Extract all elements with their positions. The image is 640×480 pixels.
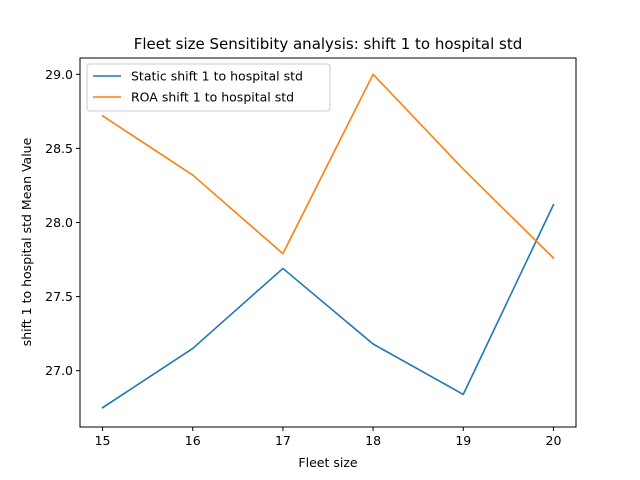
x-tick-label: 17 (275, 433, 291, 448)
x-tick-label: 19 (455, 433, 471, 448)
y-tick-label: 28.0 (45, 215, 73, 230)
legend: Static shift 1 to hospital std ROA shift … (86, 63, 331, 112)
legend-label: Static shift 1 to hospital std (131, 69, 303, 84)
y-tick-label: 28.5 (45, 141, 73, 156)
y-axis-title: shift 1 to hospital std Mean Value (19, 137, 34, 346)
x-axis-title: Fleet size (298, 455, 357, 470)
x-tick-label: 16 (185, 433, 201, 448)
legend-entries: Static shift 1 to hospital std ROA shift … (93, 69, 303, 105)
x-axis: 15 16 17 18 19 20 (95, 427, 562, 448)
x-tick-label: 15 (95, 433, 111, 448)
y-tick-label: 27.0 (45, 363, 73, 378)
legend-label: ROA shift 1 to hospital std (131, 90, 294, 105)
y-tick-label: 29.0 (45, 67, 73, 82)
series-line-roa (101, 73, 555, 260)
x-tick-label: 20 (546, 433, 562, 448)
series-line-static (101, 203, 555, 409)
y-tick-label: 27.5 (45, 289, 73, 304)
legend-box (86, 63, 331, 112)
y-axis: 27.0 27.5 28.0 28.5 29.0 (45, 67, 80, 378)
x-tick-label: 18 (365, 433, 381, 448)
series-layer (101, 73, 555, 409)
chart-title: Fleet size Sensitibity analysis: shift 1… (134, 35, 523, 53)
plot-frame (79, 57, 577, 428)
plot-area (79, 57, 577, 428)
